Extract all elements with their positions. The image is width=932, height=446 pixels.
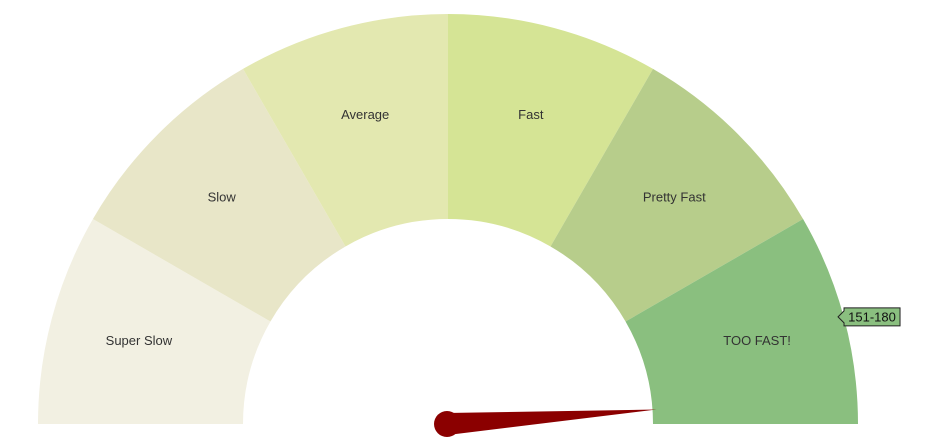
- gauge-segment-fast[interactable]: [448, 14, 653, 247]
- gauge-needle: [446, 409, 657, 435]
- tooltip-box: [837, 307, 901, 327]
- segment-label-pretty-fast: Pretty Fast: [643, 190, 706, 205]
- gauge-segment-too-fast[interactable]: [625, 219, 858, 424]
- tooltip-text: 151-180: [848, 309, 896, 324]
- gauge-segment-super-slow[interactable]: [38, 219, 271, 424]
- gauge-needle-hub: [434, 411, 460, 437]
- hover-tooltip: 151-180: [837, 307, 901, 327]
- segment-label-super-slow: Super Slow: [106, 333, 173, 348]
- gauge-segment-average[interactable]: [243, 14, 448, 247]
- gauge-needle-group: [434, 409, 657, 437]
- segment-label-slow: Slow: [208, 190, 237, 205]
- gauge-segment-slow[interactable]: [92, 68, 346, 322]
- segment-label-too-fast: TOO FAST!: [723, 333, 791, 348]
- gauge-segment-labels: Super Slow Slow Average Fast Pretty Fast TOO …: [106, 107, 791, 348]
- gauge-segments: [38, 14, 858, 424]
- segment-label-fast: Fast: [518, 107, 544, 122]
- gauge-segment-pretty-fast[interactable]: [550, 68, 804, 322]
- segment-label-average: Average: [341, 107, 389, 122]
